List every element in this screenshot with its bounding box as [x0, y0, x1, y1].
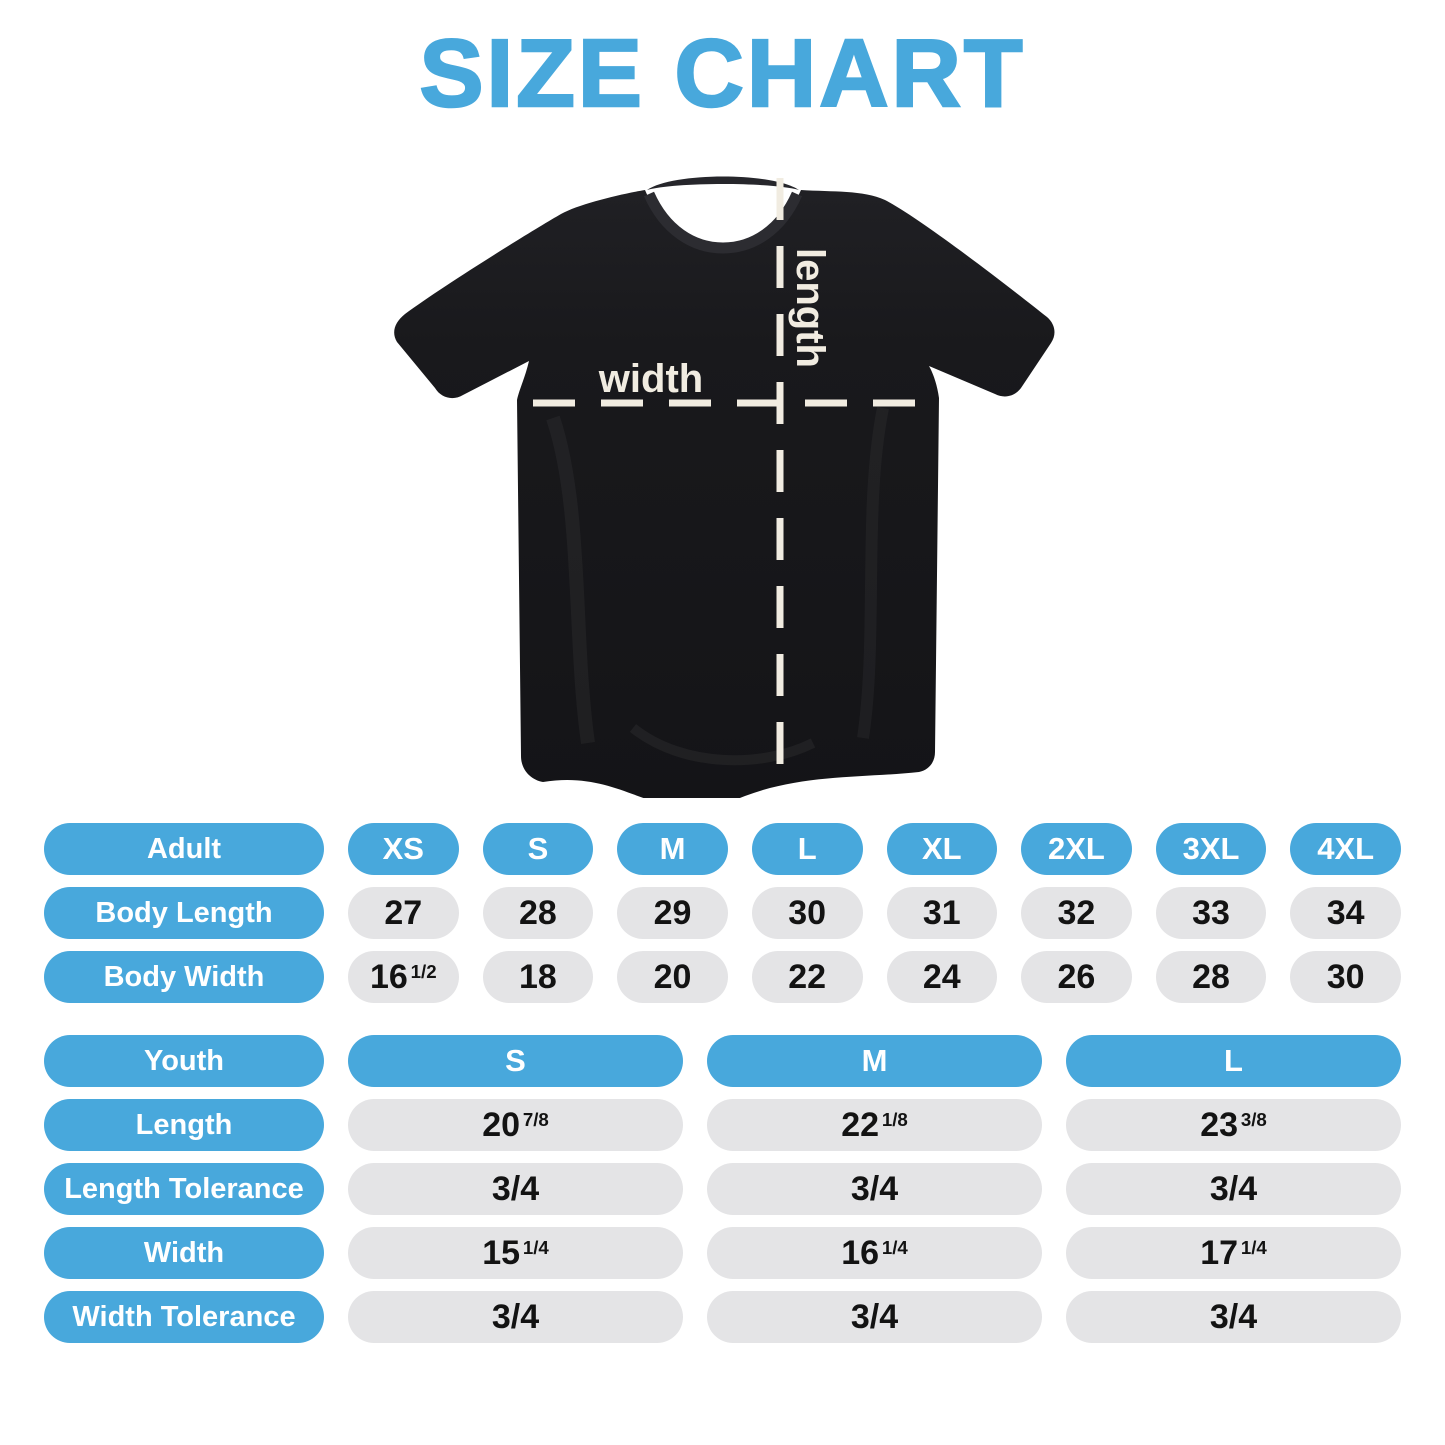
- size-header-pill: XL: [886, 823, 998, 876]
- value-pill: 28: [1155, 951, 1267, 1004]
- size-header-pill: S: [482, 823, 594, 876]
- wrinkle-highlight: [856, 407, 889, 740]
- size-header-pill: L: [751, 823, 863, 876]
- value-pill: 16 1/4: [707, 1227, 1042, 1280]
- row-label-pill: Body Length: [44, 887, 324, 940]
- table-header-label: Adult: [44, 823, 324, 876]
- fraction-suffix: 1/2: [410, 961, 437, 983]
- size-header-pill: XS: [348, 823, 459, 876]
- value-pill: 31: [886, 887, 998, 940]
- wrinkle-highlight: [545, 416, 595, 745]
- value-pill: 30: [751, 887, 863, 940]
- youth-size-table: Youth S M L Length 20 7/8 22 1/8 23 3/8 Length Tole…: [44, 1035, 1401, 1344]
- fraction-suffix: 7/8: [522, 1109, 549, 1131]
- value-pill: 18: [482, 951, 594, 1004]
- row-label-pill: Width Tolerance: [44, 1291, 324, 1344]
- size-tables: Adult XS S M L XL 2XL 3XL 4XL Body Length 27 28 29 30…: [0, 823, 1445, 1344]
- value-pill: 27: [348, 887, 459, 940]
- tshirt-collar-band: [643, 191, 802, 254]
- value-pill: 3/4: [707, 1163, 1042, 1216]
- fraction-suffix: 3/8: [1240, 1109, 1267, 1131]
- size-header-pill: S: [348, 1035, 683, 1088]
- value-pill: 22 1/8: [707, 1099, 1042, 1152]
- fraction-suffix: 1/8: [881, 1109, 908, 1131]
- value-pill: 22: [751, 951, 863, 1004]
- value-pill: 3/4: [348, 1291, 683, 1344]
- size-header-pill: L: [1066, 1035, 1401, 1088]
- value-pill: 28: [482, 887, 594, 940]
- value-pill: 26: [1021, 951, 1132, 1004]
- value-pill: 16 1/2: [348, 951, 459, 1004]
- value-pill: 23 3/8: [1066, 1099, 1401, 1152]
- row-label-pill: Length: [44, 1099, 324, 1152]
- value-pill: 3/4: [1066, 1163, 1401, 1216]
- table-header-label: Youth: [44, 1035, 324, 1088]
- fraction-suffix: 1/4: [881, 1237, 908, 1259]
- size-header-pill: 4XL: [1290, 823, 1401, 876]
- value-pill: 20 7/8: [348, 1099, 683, 1152]
- length-label: length: [788, 248, 832, 368]
- tshirt-body-shape: [393, 190, 1054, 809]
- width-label: width: [597, 357, 702, 401]
- row-label-pill: Width: [44, 1227, 324, 1280]
- value-pill: 24: [886, 951, 998, 1004]
- value-pill: 30: [1290, 951, 1401, 1004]
- row-label-pill: Body Width: [44, 951, 324, 1004]
- wrinkle-highlight: [629, 724, 815, 766]
- row-label-pill: Length Tolerance: [44, 1163, 324, 1216]
- size-header-pill: 2XL: [1021, 823, 1132, 876]
- value-pill: 3/4: [348, 1163, 683, 1216]
- page-title: SIZE CHART: [418, 20, 1026, 127]
- value-pill: 29: [617, 887, 728, 940]
- value-pill: 20: [617, 951, 728, 1004]
- tshirt-collar-back: [646, 176, 799, 191]
- value-pill: 15 1/4: [348, 1227, 683, 1280]
- value-pill: 34: [1290, 887, 1401, 940]
- value-pill: 3/4: [707, 1291, 1042, 1344]
- size-header-pill: M: [617, 823, 728, 876]
- value-pill: 17 1/4: [1066, 1227, 1401, 1280]
- tshirt-measurement-diagram: width length: [383, 168, 1063, 809]
- fraction-suffix: 1/4: [522, 1237, 549, 1259]
- value-pill: 32: [1021, 887, 1132, 940]
- size-header-pill: 3XL: [1155, 823, 1267, 876]
- tshirt-icon: width length: [393, 176, 1054, 809]
- value-pill: 3/4: [1066, 1291, 1401, 1344]
- size-header-pill: M: [707, 1035, 1042, 1088]
- fraction-suffix: 1/4: [1240, 1237, 1267, 1259]
- adult-size-table: Adult XS S M L XL 2XL 3XL 4XL Body Length 27 28 29 30…: [44, 823, 1401, 1004]
- value-pill: 33: [1155, 887, 1267, 940]
